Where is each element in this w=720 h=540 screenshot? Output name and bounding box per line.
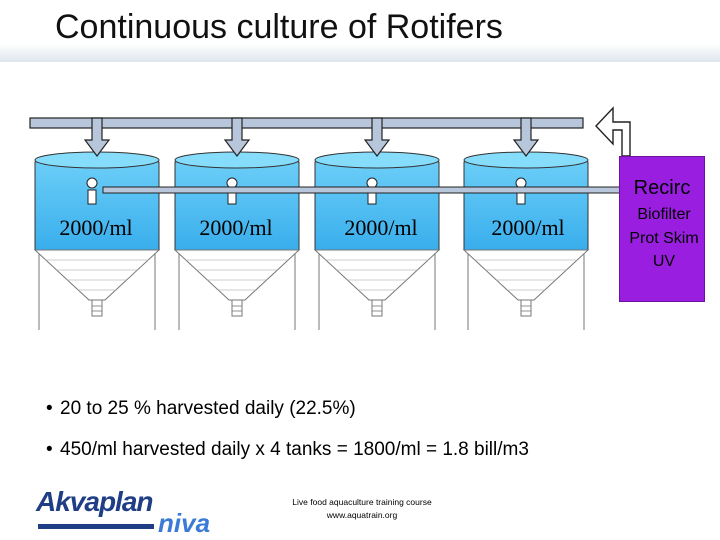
- logo-akvaplan: Akvaplan: [36, 486, 153, 517]
- bullet-dot: •: [46, 398, 53, 419]
- akvaplan-niva-logo: Akvaplan niva: [36, 486, 236, 540]
- valve-stem: [87, 189, 97, 205]
- tank-drain: [91, 299, 103, 317]
- tank-cone: [33, 249, 161, 301]
- inlet-arrow: [223, 117, 251, 157]
- recirc-unit: Recirc Biofilter Prot Skim UV: [619, 156, 705, 302]
- tank-cone: [313, 249, 441, 301]
- tank: [173, 151, 301, 330]
- logo-niva: niva: [158, 508, 211, 538]
- inlet-arrows-group: [83, 117, 540, 157]
- inlet-arrow: [512, 117, 540, 157]
- inlet-arrow: [363, 117, 391, 157]
- supply-pipe: [29, 117, 584, 129]
- recirc-protein-skimmer: Prot Skim: [629, 230, 699, 247]
- harvest-pipe: [102, 186, 622, 194]
- tanks-group: [33, 151, 590, 330]
- footer-url: www.aquatrain.org: [326, 510, 398, 520]
- logo-underline: [38, 524, 154, 529]
- valve: [86, 177, 98, 189]
- recirc-biofilter: Biofilter: [637, 206, 691, 223]
- footer-course: Live food aquaculture training course: [292, 497, 432, 507]
- inlet-arrow: [83, 117, 111, 157]
- recirc-title: Recirc: [633, 177, 691, 199]
- tank: [33, 151, 161, 330]
- title-bar: Continuous culture of Rotifers: [0, 0, 720, 62]
- bullet-text: 450/ml harvested daily x 4 tanks = 1800/…: [60, 439, 529, 460]
- bullet-list: • 20 to 25 % harvested daily (22.5%) • 450…: [46, 398, 706, 480]
- culture-diagram: [29, 106, 631, 330]
- bullet-item: • 450/ml harvested daily x 4 tanks = 1800…: [46, 439, 706, 461]
- tank-drain: [231, 299, 243, 317]
- tank-2-concentration: 2000/ml: [199, 215, 273, 240]
- tank: [462, 151, 590, 330]
- footer: Live food aquaculture training course ww…: [262, 496, 462, 522]
- return-arrow: [595, 106, 631, 157]
- slide-title: Continuous culture of Rotifers: [55, 8, 503, 46]
- tank-cone: [173, 249, 301, 301]
- recirc-uv: UV: [652, 253, 676, 270]
- tank: [313, 151, 441, 330]
- tank-drain: [371, 299, 383, 317]
- tank-4-concentration: 2000/ml: [491, 215, 565, 240]
- tank-3-concentration: 2000/ml: [344, 215, 418, 240]
- tank-drain: [520, 299, 532, 317]
- bullet-item: • 20 to 25 % harvested daily (22.5%): [46, 398, 706, 420]
- tank-cone: [462, 249, 590, 301]
- tank-1-concentration: 2000/ml: [59, 215, 133, 240]
- bullet-dot: •: [46, 439, 53, 460]
- bullet-text: 20 to 25 % harvested daily (22.5%): [60, 398, 356, 419]
